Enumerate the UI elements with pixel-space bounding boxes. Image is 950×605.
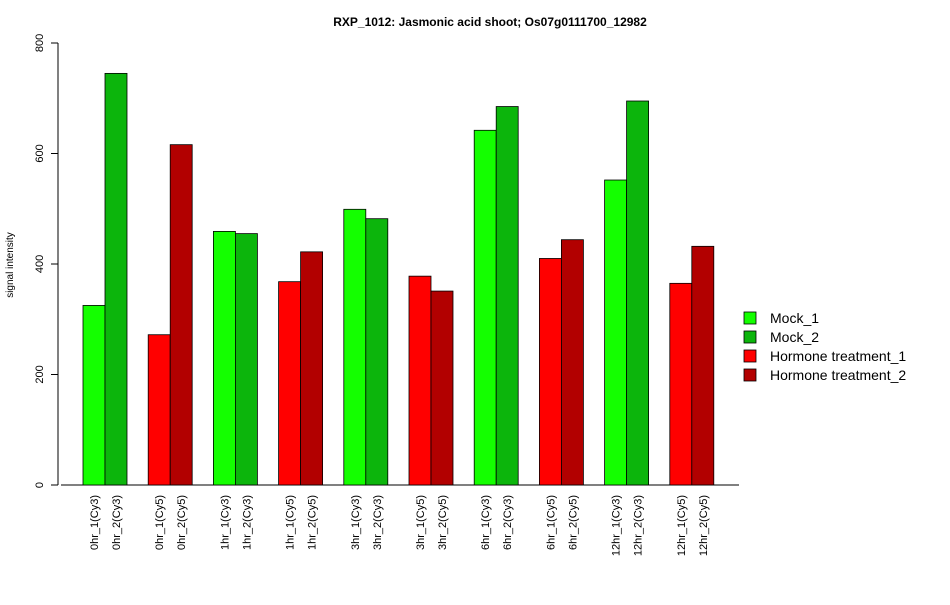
x-tick-label: 3hr_2(Cy3) bbox=[372, 495, 384, 550]
x-tick-labels: 0hr_1(Cy3) 0hr_2(Cy3) 0hr_1(Cy5) 0hr_2(Cy5)… bbox=[89, 495, 710, 556]
x-tick-label: 6hr_2(Cy3) bbox=[502, 495, 514, 550]
x-tick-label: 6hr_1(Cy5) bbox=[545, 495, 557, 550]
legend: Mock_1 Mock_2 Hormone treatment_1 Hormone t… bbox=[743, 310, 906, 383]
bar bbox=[147, 334, 171, 486]
x-tick-label: 1hr_2(Cy5) bbox=[307, 495, 319, 550]
bar bbox=[539, 258, 562, 486]
legend-label: Mock_2 bbox=[770, 329, 819, 345]
legend-swatch bbox=[743, 368, 757, 382]
bar bbox=[300, 251, 324, 486]
legend-label: Mock_1 bbox=[770, 310, 819, 326]
y-tick-label: 600 bbox=[34, 144, 46, 162]
bar bbox=[473, 129, 497, 486]
y-axis: 0 200 400 600 800 bbox=[34, 34, 59, 488]
x-tick-label: 12hr_1(Cy3) bbox=[611, 495, 623, 556]
bar bbox=[104, 72, 128, 486]
y-tick-label: 0 bbox=[34, 482, 46, 488]
legend-swatch bbox=[743, 349, 757, 363]
legend-swatch bbox=[743, 311, 757, 325]
bar bbox=[691, 245, 715, 486]
x-tick-label: 0hr_1(Cy5) bbox=[154, 495, 166, 550]
bar bbox=[343, 208, 367, 486]
x-tick-label: 12hr_2(Cy5) bbox=[698, 495, 710, 556]
y-tick-label: 200 bbox=[34, 365, 46, 383]
x-tick-label: 0hr_2(Cy3) bbox=[111, 495, 123, 550]
bar bbox=[604, 179, 627, 486]
bar bbox=[495, 106, 519, 486]
bar bbox=[561, 239, 584, 486]
x-tick-label: 0hr_1(Cy3) bbox=[89, 495, 101, 550]
y-axis-label: signal intensity bbox=[5, 232, 16, 298]
y-tick-label: 800 bbox=[34, 34, 46, 52]
x-tick-label: 1hr_1(Cy5) bbox=[285, 495, 297, 550]
x-tick-label: 3hr_2(Cy5) bbox=[437, 495, 449, 550]
bar bbox=[626, 100, 649, 486]
x-tick-label: 6hr_1(Cy3) bbox=[480, 495, 492, 550]
legend-swatch bbox=[743, 330, 757, 344]
legend-label: Hormone treatment_2 bbox=[770, 367, 906, 383]
bar bbox=[169, 144, 193, 486]
chart-title: RXP_1012: Jasmonic acid shoot; Os07g0111… bbox=[333, 15, 647, 29]
x-tick-label: 12hr_2(Cy3) bbox=[633, 495, 645, 556]
x-tick-label: 3hr_1(Cy3) bbox=[350, 495, 362, 550]
y-tick-label: 400 bbox=[34, 255, 46, 273]
bar bbox=[234, 233, 258, 486]
bar bbox=[278, 281, 302, 486]
x-tick-label: 0hr_2(Cy5) bbox=[176, 495, 188, 550]
bar bbox=[408, 275, 432, 486]
bar bbox=[430, 290, 454, 486]
x-tick-label: 6hr_2(Cy5) bbox=[567, 495, 579, 550]
x-tick-label: 1hr_2(Cy3) bbox=[241, 495, 253, 550]
bar bbox=[212, 231, 236, 486]
bars-layer bbox=[82, 72, 715, 486]
bar bbox=[365, 218, 389, 486]
legend-label: Hormone treatment_1 bbox=[770, 348, 906, 364]
x-tick-label: 12hr_1(Cy5) bbox=[676, 495, 688, 556]
bar bbox=[82, 305, 106, 486]
x-tick-label: 3hr_1(Cy5) bbox=[415, 495, 427, 550]
bar bbox=[669, 282, 693, 486]
x-tick-label: 1hr_1(Cy3) bbox=[219, 495, 231, 550]
